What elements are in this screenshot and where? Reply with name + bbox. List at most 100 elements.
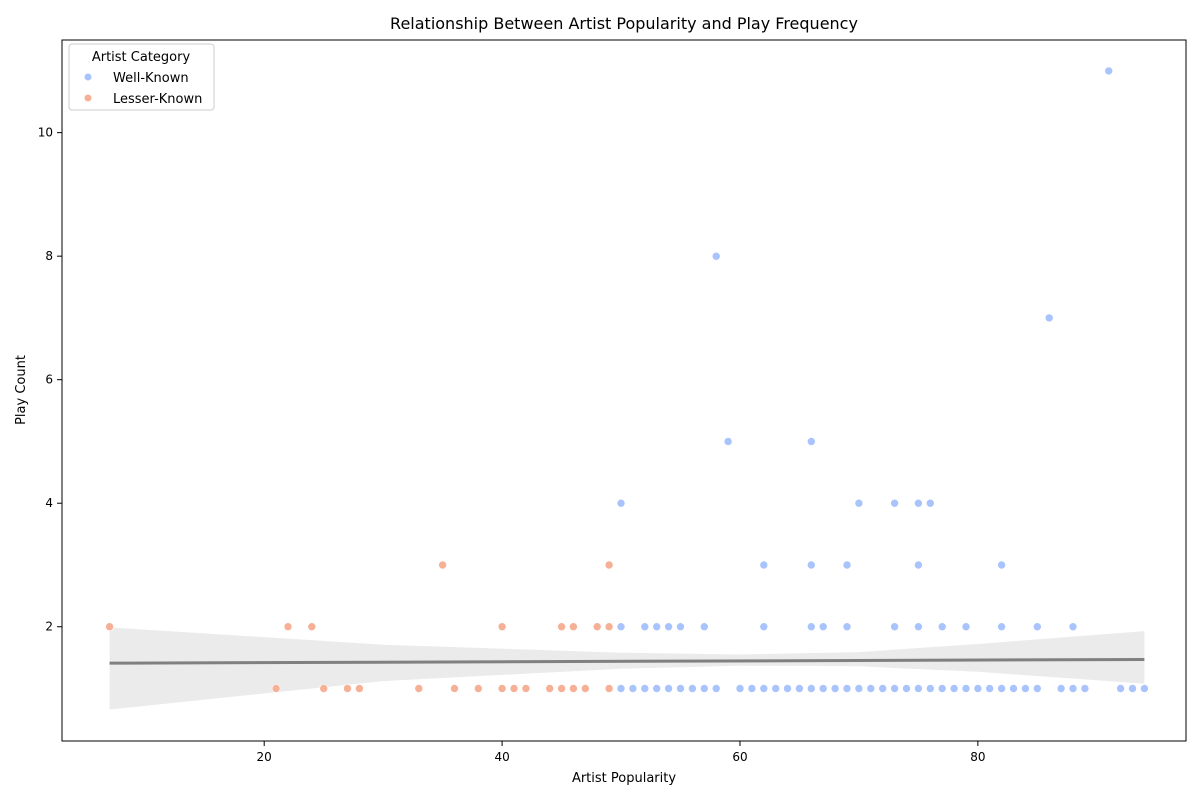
point-well-known — [842, 622, 852, 632]
point-well-known — [699, 622, 709, 632]
point-well-known — [997, 560, 1006, 570]
point-well-known — [628, 684, 638, 693]
point-well-known — [925, 498, 935, 508]
x-axis: 20 40 60 80 — [257, 741, 985, 764]
point-well-known — [747, 684, 757, 693]
point-well-known — [783, 684, 792, 693]
legend-title: Artist Category — [92, 50, 191, 65]
point-well-known — [949, 684, 959, 693]
point-well-known — [664, 684, 673, 693]
point-lesser-known — [557, 622, 566, 632]
point-well-known — [914, 622, 923, 632]
point-well-known — [640, 684, 650, 693]
point-well-known — [1021, 684, 1030, 693]
point-well-known — [616, 622, 626, 632]
point-well-known — [854, 498, 864, 508]
point-lesser-known — [450, 684, 459, 693]
point-lesser-known — [414, 684, 424, 693]
y-tick-label: 2 — [45, 620, 53, 634]
x-tick-label: 80 — [970, 750, 985, 764]
point-well-known — [973, 684, 983, 693]
point-well-known — [759, 560, 769, 570]
point-well-known — [997, 684, 1006, 693]
point-well-known — [771, 684, 781, 693]
point-well-known — [759, 622, 769, 632]
point-well-known — [1033, 622, 1042, 632]
point-well-known — [854, 684, 864, 693]
point-well-known — [914, 560, 923, 570]
point-lesser-known — [271, 684, 281, 693]
point-well-known — [830, 684, 840, 693]
point-well-known — [806, 684, 816, 693]
point-well-known — [1056, 684, 1066, 693]
point-well-known — [723, 437, 733, 446]
point-lesser-known — [509, 684, 519, 693]
point-well-known — [711, 251, 721, 261]
point-well-known — [1140, 684, 1149, 693]
point-lesser-known — [497, 684, 507, 693]
point-lesser-known — [604, 622, 614, 632]
point-well-known — [866, 684, 876, 693]
point-well-known — [640, 622, 650, 632]
point-well-known — [1104, 66, 1113, 76]
point-well-known — [676, 684, 685, 693]
regression-line — [109, 657, 1145, 665]
point-well-known — [937, 622, 947, 632]
point-well-known — [1080, 684, 1090, 693]
point-well-known — [937, 684, 947, 693]
legend-label-lesser-known: Lesser-Known — [113, 92, 202, 107]
point-well-known — [795, 684, 804, 693]
point-well-known — [961, 622, 971, 632]
point-well-known — [699, 684, 709, 693]
point-well-known — [688, 684, 697, 693]
x-tick-label: 20 — [257, 750, 272, 764]
point-well-known — [759, 684, 769, 693]
point-well-known — [1128, 684, 1137, 693]
plot-area — [105, 66, 1149, 710]
point-lesser-known — [569, 622, 578, 632]
point-well-known — [806, 560, 816, 570]
point-lesser-known — [438, 560, 447, 570]
legend-marker-lesser-known — [84, 94, 92, 102]
x-tick-label: 40 — [494, 750, 509, 764]
point-well-known — [818, 622, 828, 632]
legend-marker-well-known — [84, 73, 92, 81]
point-well-known — [878, 684, 888, 693]
point-well-known — [735, 684, 745, 693]
point-well-known — [914, 684, 923, 693]
point-lesser-known — [521, 684, 531, 693]
point-well-known — [616, 684, 626, 693]
points-layer — [105, 66, 1149, 693]
point-well-known — [1009, 684, 1018, 693]
legend: Artist Category Well-Known Lesser-Known — [68, 43, 215, 111]
point-well-known — [961, 684, 971, 693]
point-well-known — [842, 684, 852, 693]
point-well-known — [842, 560, 852, 570]
point-well-known — [652, 622, 662, 632]
point-well-known — [616, 498, 626, 508]
legend-label-well-known: Well-Known — [113, 71, 189, 86]
point-lesser-known — [557, 684, 566, 693]
point-well-known — [806, 437, 816, 446]
point-well-known — [1044, 313, 1054, 323]
point-lesser-known — [473, 684, 483, 693]
point-well-known — [711, 684, 721, 693]
point-well-known — [652, 684, 662, 693]
plot-frame — [61, 39, 1187, 742]
y-axis-label: Play Count — [14, 355, 29, 425]
point-lesser-known — [545, 684, 555, 693]
confidence-band — [109, 627, 1145, 710]
point-well-known — [890, 622, 899, 632]
point-lesser-known — [355, 684, 364, 693]
y-tick-label: 8 — [45, 249, 53, 263]
point-well-known — [1068, 684, 1078, 693]
point-well-known — [806, 622, 816, 632]
point-well-known — [997, 622, 1006, 632]
point-well-known — [902, 684, 911, 693]
point-lesser-known — [343, 684, 352, 693]
point-lesser-known — [283, 622, 293, 632]
point-well-known — [1068, 622, 1078, 632]
point-lesser-known — [592, 622, 602, 632]
y-tick-label: 4 — [45, 496, 53, 510]
